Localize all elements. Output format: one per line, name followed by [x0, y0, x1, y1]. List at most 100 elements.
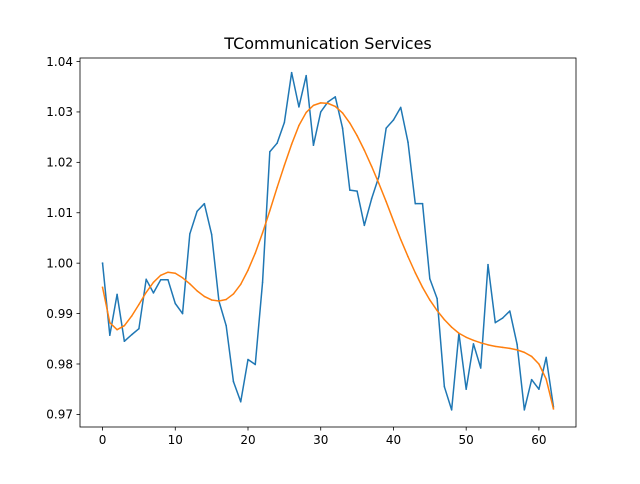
- series-2-point: [443, 318, 446, 321]
- series-2-point: [334, 105, 337, 108]
- series-1-point: [196, 210, 198, 212]
- series-1-point: [290, 71, 293, 74]
- series-2-point: [363, 149, 366, 151]
- series-1-point: [210, 233, 213, 236]
- series-2-point: [145, 291, 147, 294]
- y-tick-label: 1.04: [46, 55, 73, 69]
- series-2-point: [210, 299, 213, 301]
- series-2-point: [269, 209, 271, 212]
- series-2-point: [261, 232, 264, 234]
- series-1-point: [232, 380, 235, 383]
- series-2-point: [341, 112, 344, 114]
- series-2-point: [538, 363, 540, 365]
- series-1-point: [327, 101, 329, 103]
- y-tick-label: 1.00: [46, 256, 73, 270]
- series-1-point: [538, 388, 540, 390]
- series-1-point: [261, 281, 264, 284]
- x-tick-label: 10: [168, 433, 183, 447]
- series-2-point: [130, 315, 133, 317]
- y-axis: 0.97 0.98 0.99 1.00 1.01 1.02 1.03 1.04: [46, 55, 80, 422]
- series-1-point: [501, 317, 504, 319]
- series-1-point: [349, 189, 351, 191]
- x-tick-label: 50: [459, 433, 474, 447]
- series-1-point: [189, 233, 191, 235]
- series-1-point: [370, 197, 373, 200]
- series-1-point: [298, 106, 300, 108]
- series-2-point: [225, 298, 227, 301]
- series-2-point: [545, 378, 547, 380]
- series-1-point: [494, 321, 497, 324]
- series-1-point: [181, 312, 184, 315]
- series-2-point: [494, 345, 497, 348]
- series-2-point: [509, 347, 511, 350]
- y-tick-label: 1.03: [46, 105, 73, 119]
- series-2-point: [370, 165, 373, 168]
- series-1-point: [225, 324, 227, 327]
- series-2-point: [283, 164, 286, 167]
- x-tick-label: 20: [240, 433, 255, 447]
- series-1-point: [436, 297, 438, 300]
- x-tick-label: 60: [531, 433, 546, 447]
- series-2-point: [109, 321, 111, 324]
- axes-frame: [79, 57, 577, 428]
- series-1-point: [392, 119, 395, 121]
- axes-border: [79, 57, 577, 428]
- series-2-point: [465, 336, 467, 339]
- series-2-point: [152, 281, 155, 284]
- series-1-point: [356, 190, 358, 192]
- series-2-point: [552, 408, 555, 410]
- series-2-point: [399, 238, 402, 241]
- series-2-point: [181, 277, 184, 279]
- series-2-point: [239, 283, 242, 286]
- series-1-point: [334, 96, 337, 98]
- series-1-point: [509, 310, 511, 312]
- series-1-point: [116, 293, 118, 296]
- series-1-point: [145, 278, 147, 281]
- series-2-point: [392, 220, 395, 222]
- series-2-point: [196, 290, 198, 292]
- series-1-point: [269, 151, 271, 153]
- series-2-point: [305, 111, 307, 114]
- series-2-point: [101, 286, 104, 289]
- series-2-point: [472, 339, 475, 342]
- series-2-point: [385, 200, 387, 203]
- x-tick-label: 0: [99, 433, 107, 447]
- series-2-point: [421, 286, 424, 289]
- chart-title: TCommunication Services: [223, 34, 432, 53]
- series-1-point: [130, 334, 133, 336]
- plot-lines: [101, 71, 555, 411]
- series-2-point: [138, 303, 140, 306]
- series-2-point: [159, 274, 162, 277]
- series-1-point: [123, 340, 126, 343]
- series-1-point: [421, 202, 424, 205]
- series-2-point: [516, 349, 518, 351]
- series-2-point: [523, 351, 526, 354]
- series-1-point: [479, 367, 482, 369]
- series-1-point: [407, 141, 409, 143]
- series-1-point: [159, 279, 162, 281]
- series-1-point: [239, 401, 242, 403]
- series-1-point: [363, 224, 366, 227]
- series-1-point: [138, 327, 140, 330]
- series-2-point: [174, 272, 177, 274]
- y-tick-label: 0.99: [46, 307, 73, 321]
- y-tick-label: 0.98: [46, 357, 73, 371]
- series-1-point: [312, 144, 315, 146]
- y-tick-label: 1.01: [46, 206, 73, 220]
- series-1-point: [516, 343, 518, 346]
- series-1-point: [305, 74, 307, 77]
- series-2-point: [218, 300, 220, 302]
- series-2-point: [487, 344, 489, 346]
- x-axis: 0 10 20 30 40 50 60: [99, 427, 547, 447]
- series-1-point: [465, 388, 467, 390]
- series-2-point: [458, 332, 460, 334]
- series-1-point: [530, 378, 533, 381]
- x-tick-label: 40: [386, 433, 401, 447]
- series-1-point: [414, 202, 417, 205]
- series-1-point: [254, 363, 257, 366]
- series-2-point: [290, 143, 293, 145]
- series-2-point: [167, 271, 169, 273]
